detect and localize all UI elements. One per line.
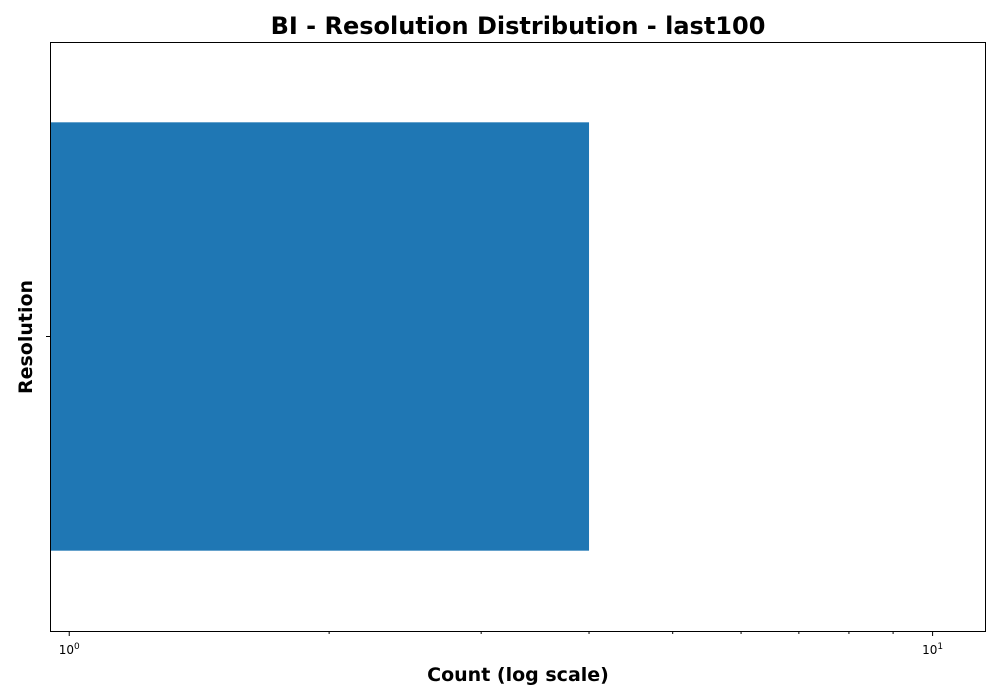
y-axis-label: Resolution bbox=[15, 280, 37, 394]
x-axis-label: Count (log scale) bbox=[427, 664, 609, 686]
chart-title: BI - Resolution Distribution - last100 bbox=[271, 12, 766, 40]
bar bbox=[50, 122, 590, 551]
x-tick-label: 101 bbox=[922, 642, 943, 657]
bars-layer bbox=[50, 122, 590, 551]
x-axis-ticks: 100 101 bbox=[59, 631, 943, 657]
x-tick-label: 100 bbox=[59, 642, 80, 657]
plot-frame bbox=[50, 42, 986, 632]
